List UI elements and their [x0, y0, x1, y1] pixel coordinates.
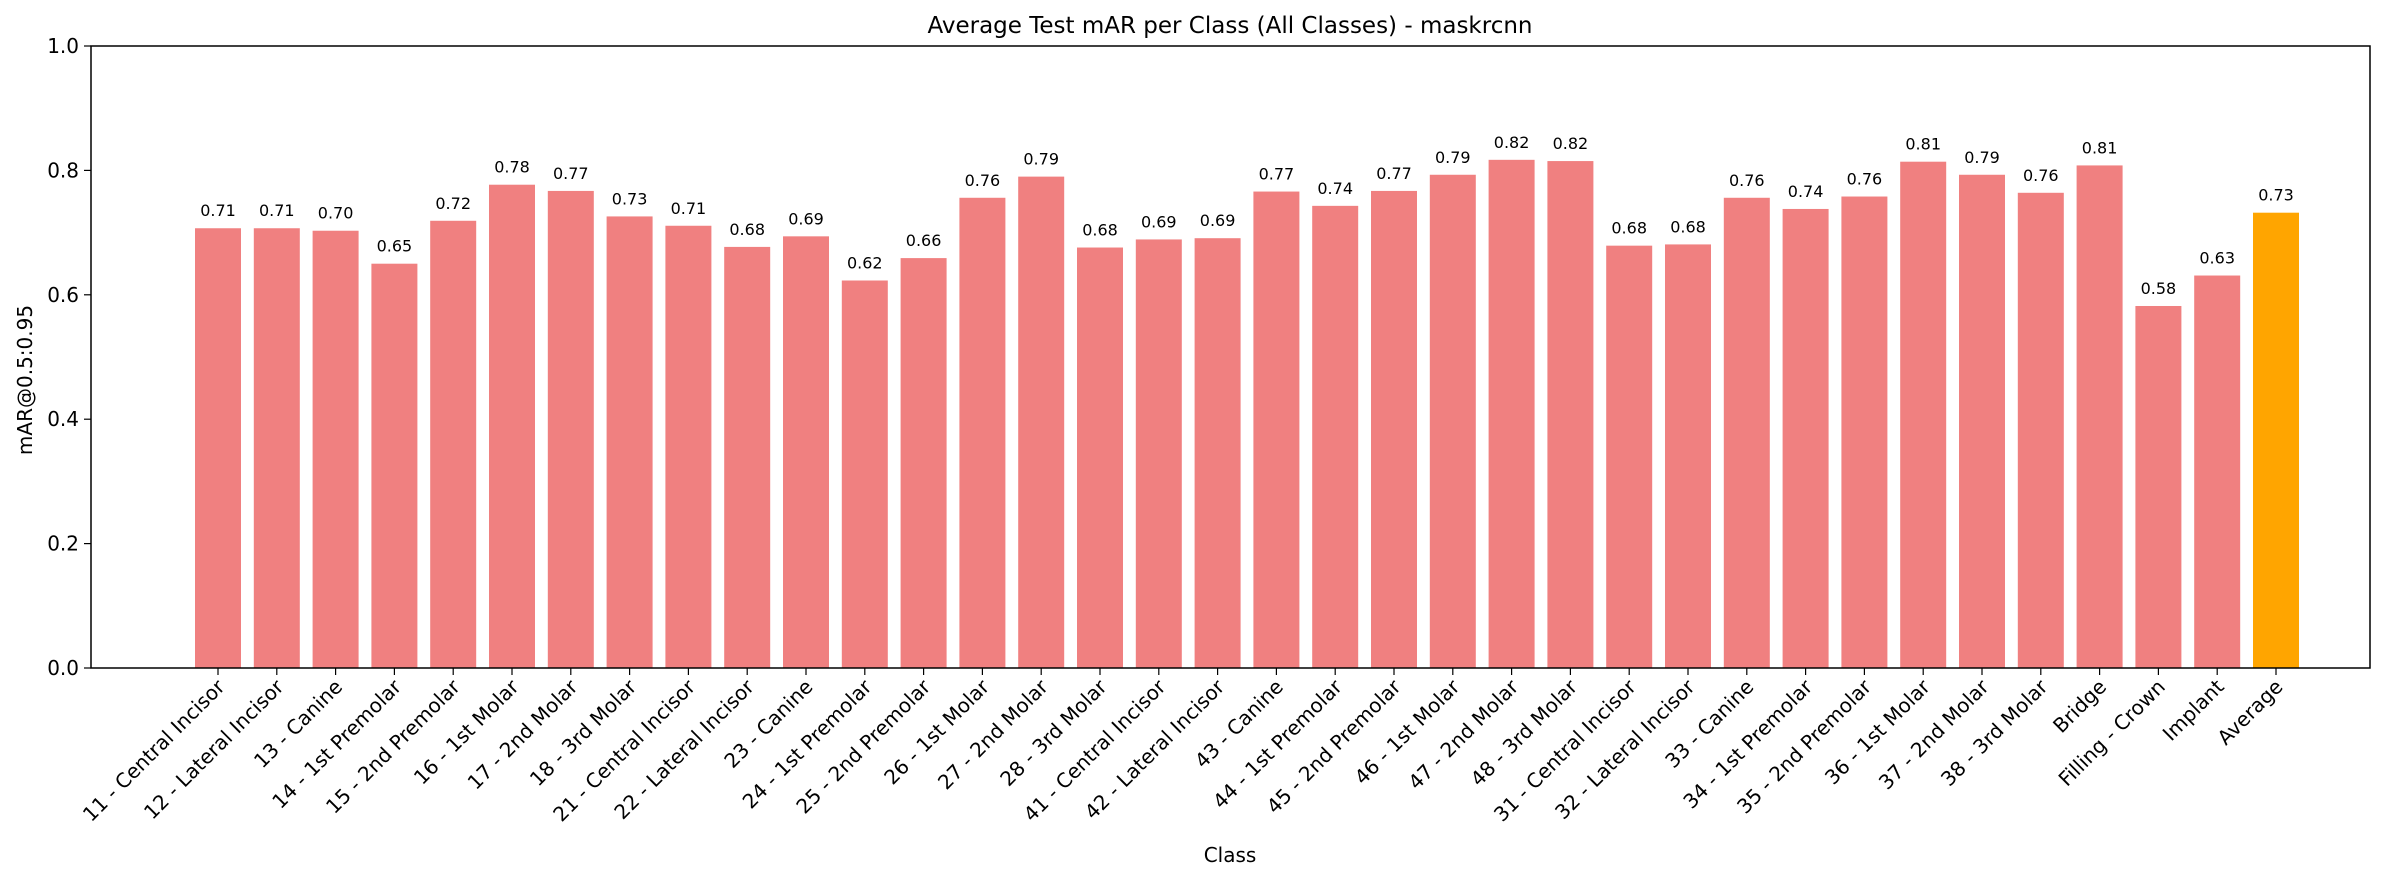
bar [1959, 174, 2005, 668]
bar [1841, 196, 1888, 669]
bar-value-label: 0.72 [435, 194, 471, 213]
bar-value-label: 0.71 [200, 201, 236, 220]
bar-value-label: 0.82 [1494, 133, 1530, 152]
bar-value-label: 0.69 [1141, 212, 1177, 231]
bar [1488, 159, 1535, 669]
bar-value-label: 0.71 [671, 199, 707, 218]
plot-frame [90, 45, 2371, 669]
bar-value-label: 0.68 [1611, 219, 1647, 238]
bar [1253, 191, 1300, 668]
bar [1547, 161, 1594, 668]
bar [1606, 245, 1653, 669]
x-tick-label: 16 - 1st Molar [409, 674, 524, 789]
bar-value-label: 0.81 [1905, 135, 1941, 154]
bar-value-label: 0.76 [1847, 170, 1883, 189]
bar [1018, 176, 1065, 668]
bar [1782, 208, 1829, 669]
bar-value-label: 0.76 [1729, 171, 1765, 190]
bar-value-label: 0.79 [1023, 150, 1059, 169]
bar-value-label: 0.78 [494, 158, 530, 177]
bar [1194, 238, 1241, 668]
bar [900, 258, 947, 668]
bar-value-label: 0.81 [2082, 138, 2118, 157]
bar [1312, 205, 1359, 668]
bar [724, 246, 771, 668]
y-tick-label: 0.8 [47, 158, 79, 182]
x-tick-label: Average [2212, 675, 2287, 750]
bar [312, 230, 359, 668]
bar-average [2253, 212, 2299, 669]
chart-title: Average Test mAR per Class (All Classes)… [927, 13, 1532, 39]
bar-value-label: 0.68 [729, 220, 765, 239]
bar [2194, 275, 2241, 668]
bar [1900, 161, 1947, 668]
bar-value-label: 0.76 [965, 171, 1001, 190]
bar [1723, 197, 1770, 668]
bar [1665, 244, 1711, 668]
bar-value-label: 0.63 [2199, 249, 2235, 268]
x-tick-label: Filling - Crown [2054, 675, 2170, 791]
bars-group [195, 159, 2299, 669]
bar [430, 220, 477, 669]
bar-value-label: 0.69 [1200, 211, 1236, 230]
x-tick-label: 38 - 3rd Molar [1936, 674, 2053, 791]
bar-value-label: 0.68 [1082, 221, 1118, 240]
x-tick-label: 26 - 1st Molar [879, 674, 994, 789]
bar-value-label: 0.77 [1376, 164, 1412, 183]
bar-value-label: 0.74 [1788, 182, 1824, 201]
bar-value-label: 0.77 [553, 164, 589, 183]
y-axis: 0.0 0.2 0.4 0.6 0.8 1.0 [47, 34, 91, 680]
y-tick-label: 0.2 [47, 532, 79, 556]
bar [665, 225, 712, 668]
bar [959, 197, 1006, 668]
y-tick-label: 1.0 [47, 34, 79, 58]
bar-value-label: 0.58 [2141, 279, 2177, 298]
bar [783, 236, 829, 668]
bar-value-label: 0.66 [906, 231, 942, 250]
bar [841, 280, 888, 668]
bar [2135, 305, 2182, 668]
bar [1371, 190, 1417, 668]
y-tick-label: 0.0 [47, 656, 79, 680]
bar-value-label: 0.79 [1435, 148, 1471, 167]
bar-value-label: 0.76 [2023, 166, 2059, 185]
bar-value-label: 0.70 [318, 204, 354, 223]
bar-value-label: 0.77 [1259, 165, 1295, 184]
bar [1077, 247, 1123, 668]
x-tick-label: 36 - 1st Molar [1820, 674, 1935, 789]
bar-value-label: 0.82 [1553, 134, 1589, 153]
bar-value-label: 0.71 [259, 201, 295, 220]
bar-value-label: 0.79 [1964, 148, 2000, 167]
bar-value-label: 0.68 [1670, 217, 1706, 236]
bar [371, 263, 418, 668]
bar-value-label: 0.73 [2258, 186, 2294, 205]
bar-value-label: 0.74 [1317, 179, 1353, 198]
x-axis-label: Class [1204, 843, 1257, 867]
x-tick-label: 46 - 1st Molar [1350, 674, 1465, 789]
bar-value-label: 0.69 [788, 209, 824, 228]
bar [1429, 174, 1476, 668]
y-tick-label: 0.6 [47, 283, 79, 307]
y-tick-label: 0.4 [47, 407, 79, 431]
bar-value-label: 0.65 [377, 237, 413, 256]
bar [2017, 192, 2064, 669]
bar [195, 228, 241, 668]
y-axis-label: mAR@0.5:0.95 [13, 305, 37, 455]
bar [547, 190, 594, 668]
bar [489, 184, 535, 668]
bar [1135, 239, 1182, 668]
bar-value-label: 0.62 [847, 253, 883, 272]
bar [2076, 165, 2123, 668]
bar-value-label: 0.73 [612, 189, 648, 208]
bar [606, 216, 653, 669]
bar [253, 228, 300, 668]
bar-labels-group: 0.71 0.71 0.70 0.65 0.72 0.78 0.77 0.73 0.71 0.68… [200, 133, 2294, 298]
